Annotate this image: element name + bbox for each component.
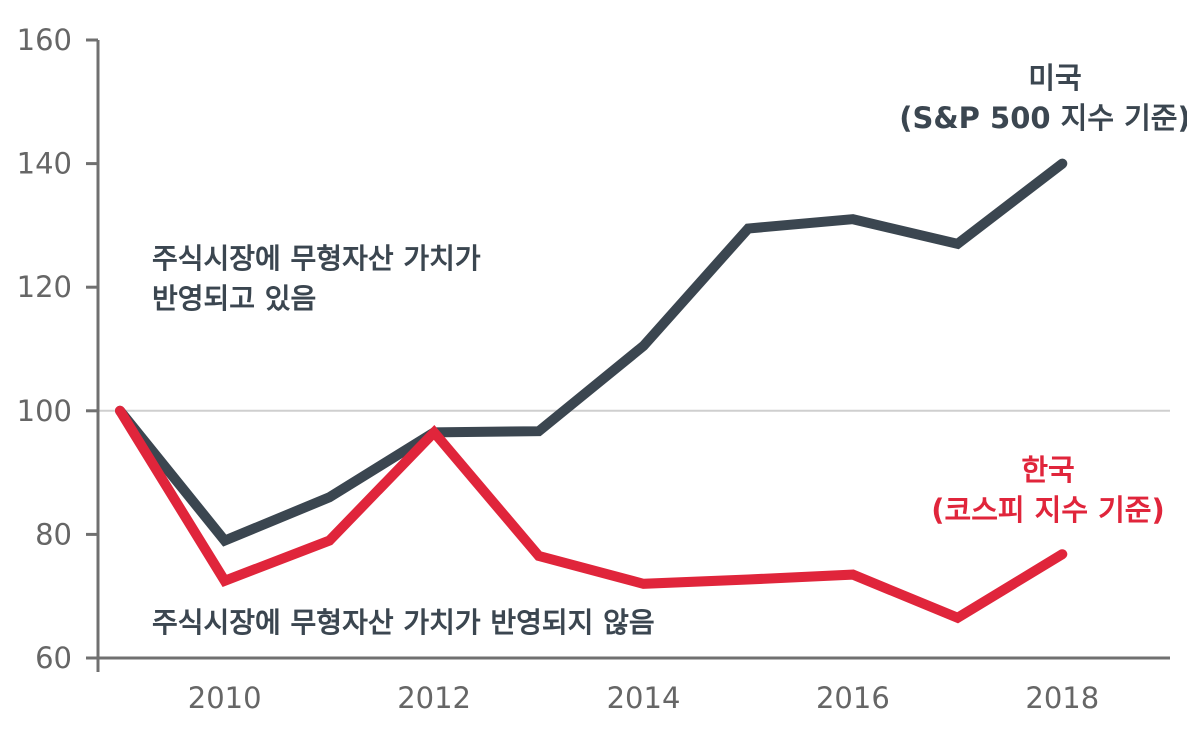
x-tick-label: 2018 [1025,681,1099,715]
series-label-us-subtitle: (S&P 500 지수 기준) [899,101,1187,135]
y-tick-label: 140 [17,147,72,181]
series-line-us [115,158,1068,547]
y-tick-label: 120 [17,270,72,304]
series-label-kr-subtitle: (코스피 지수 기준) [931,493,1164,527]
x-tick-label: 2014 [607,681,681,715]
y-tick-label: 80 [35,517,72,551]
y-tick-label: 100 [17,394,72,428]
series-label-kr-title: 한국 [1021,453,1074,487]
annotation-lower: 주식시장에 무형자산 가치가 반영되지 않음 [152,606,655,639]
annotation-upper-line2: 반영되고 있음 [152,282,316,315]
y-tick-label: 160 [17,23,72,57]
x-tick-label: 2016 [816,681,890,715]
x-tick-label: 2012 [397,681,471,715]
y-tick-label: 60 [35,641,72,675]
x-tick-label: 2010 [188,681,262,715]
series-line-kr [115,405,1068,624]
series-label-us-title: 미국 [1028,61,1081,95]
annotation-upper-line1: 주식시장에 무형자산 가치가 [152,242,481,275]
